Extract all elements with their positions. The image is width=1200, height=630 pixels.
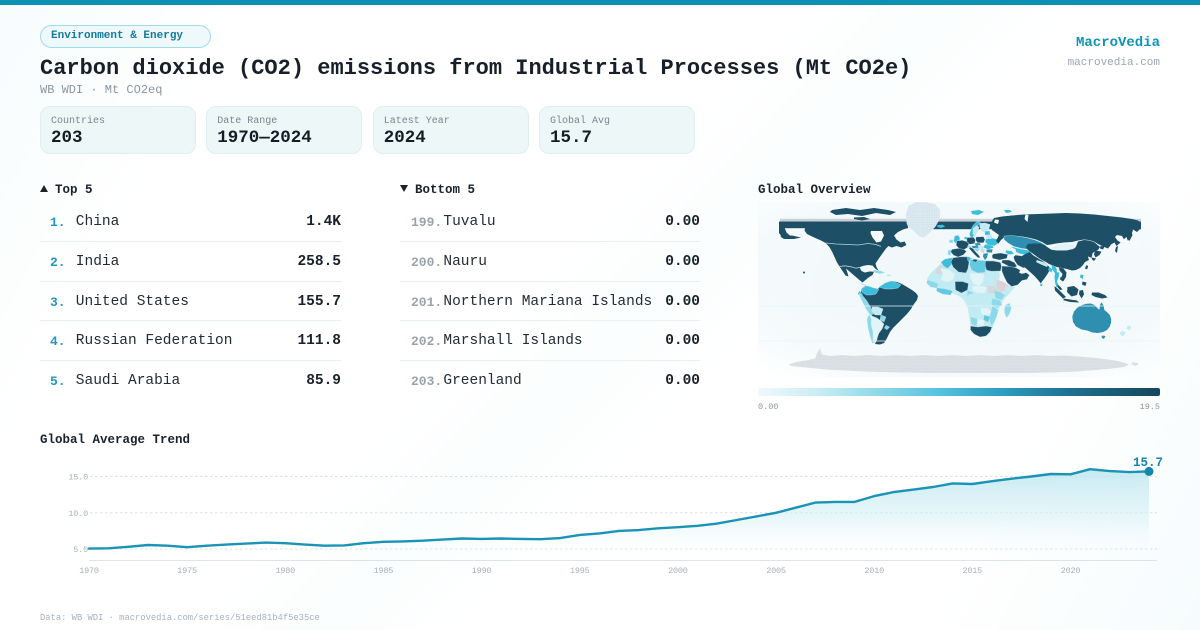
svg-text:2000: 2000: [668, 566, 688, 576]
svg-text:1980: 1980: [275, 566, 295, 576]
svg-text:5.0: 5.0: [73, 545, 88, 555]
svg-text:2020: 2020: [1061, 566, 1081, 576]
svg-text:15.7: 15.7: [1133, 456, 1163, 470]
svg-text:1995: 1995: [570, 566, 590, 576]
svg-text:2005: 2005: [766, 566, 786, 576]
svg-text:2015: 2015: [962, 566, 982, 576]
svg-text:10.0: 10.0: [68, 509, 88, 519]
svg-text:1990: 1990: [472, 566, 492, 576]
svg-text:2010: 2010: [864, 566, 884, 576]
svg-text:1975: 1975: [177, 566, 197, 576]
svg-text:1985: 1985: [374, 566, 394, 576]
svg-text:1970: 1970: [79, 566, 99, 576]
svg-text:15.0: 15.0: [68, 473, 88, 483]
